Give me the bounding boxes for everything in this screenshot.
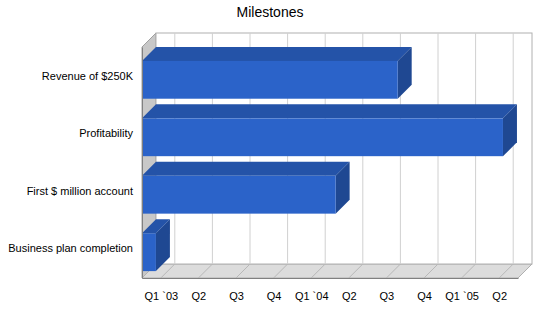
- x-tick: Q2: [342, 278, 357, 302]
- bar-side: [336, 162, 350, 214]
- x-tick: Q1 `04: [295, 278, 329, 302]
- x-tick: Q4: [267, 278, 282, 302]
- x-tick-label: Q1 `05: [445, 290, 479, 302]
- x-tick-label: Q4: [267, 290, 282, 302]
- x-tick-label: Q1 `04: [295, 290, 329, 302]
- floor-grid-line: [462, 264, 476, 278]
- floor-grid-line: [311, 264, 325, 278]
- y-axis-line: [142, 48, 143, 279]
- bar: [142, 233, 156, 271]
- x-tick-label: Q2: [342, 290, 357, 302]
- bar: [142, 61, 398, 99]
- floor: [142, 264, 532, 278]
- x-tick: Q3: [229, 278, 244, 302]
- bar-side: [156, 219, 170, 271]
- floor-grid-line: [424, 264, 438, 278]
- x-axis: Q1 `03 Q2 Q3 Q4 Q1 `04 Q2 Q3 Q4 Q1 `05 Q2: [143, 278, 519, 302]
- x-tick-label: Q1 `03: [144, 290, 178, 302]
- y-tick-label: First $ million account: [27, 185, 133, 197]
- floor-grid-line: [198, 264, 212, 278]
- y-tick: Business plan completion: [8, 242, 142, 254]
- x-tick-label: Q3: [229, 290, 244, 302]
- bar-group: [142, 219, 170, 271]
- x-tick: Q1 `03: [144, 278, 178, 302]
- y-tick-label: Business plan completion: [8, 242, 133, 254]
- x-axis-line: [143, 278, 519, 279]
- bar: [142, 118, 503, 156]
- x-tick: Q3: [380, 278, 395, 302]
- title: Milestones: [237, 4, 304, 20]
- x-tick-label: Q3: [380, 290, 395, 302]
- floor-grid-line: [161, 264, 175, 278]
- chart: Q1 `03 Q2 Q3 Q4 Q1 `04 Q2 Q3 Q4 Q1 `05 Q2 Revenue …: [0, 0, 550, 318]
- y-tick-label: Revenue of $250K: [42, 70, 134, 82]
- x-tick: Q2: [492, 278, 507, 302]
- bar: [142, 176, 336, 214]
- x-tick-label: Q4: [417, 290, 432, 302]
- y-axis: Revenue of $250K Profitability First $ mil…: [8, 48, 142, 279]
- x-tick: Q4: [417, 278, 432, 302]
- bar-side: [398, 47, 412, 99]
- grid-line: [513, 33, 514, 264]
- bar-side: [503, 104, 517, 156]
- y-tick: First $ million account: [27, 185, 142, 197]
- bar-top: [142, 162, 350, 176]
- floor-grid-line: [236, 264, 250, 278]
- floor-grid-line: [386, 264, 400, 278]
- x-tick-label: Q2: [492, 290, 507, 302]
- y-tick: Profitability: [79, 127, 142, 139]
- bars: [142, 47, 517, 271]
- floor-grid-line: [499, 264, 513, 278]
- floor-grid-line: [274, 264, 288, 278]
- x-tick-label: Q2: [192, 290, 207, 302]
- bar-group: [142, 104, 517, 156]
- y-tick-label: Profitability: [79, 127, 133, 139]
- floor-grid-line: [349, 264, 363, 278]
- bar-group: [142, 162, 350, 214]
- x-tick: Q1 `05: [445, 278, 479, 302]
- bar-top: [142, 104, 517, 118]
- bar-top: [142, 47, 412, 61]
- y-tick: Revenue of $250K: [42, 70, 142, 82]
- x-tick: Q2: [192, 278, 207, 302]
- bar-group: [142, 47, 412, 99]
